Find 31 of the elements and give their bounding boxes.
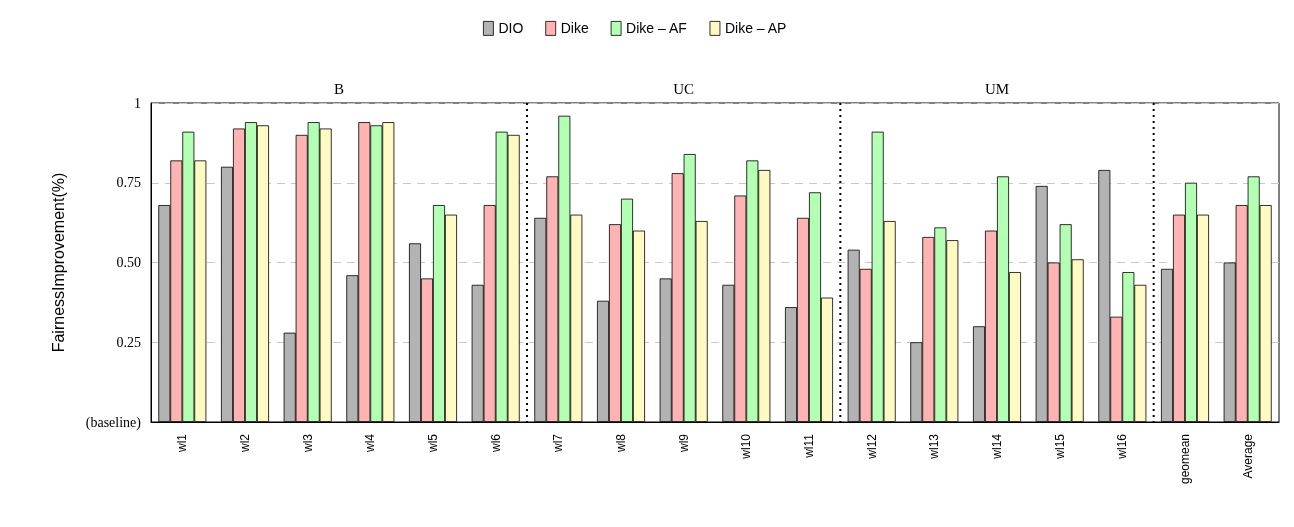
text: UC: [673, 80, 695, 97]
legend-label: Dike – AF: [626, 20, 687, 37]
text: UM: [984, 80, 1010, 97]
x-tick-label: wl2: [238, 433, 252, 454]
legend-label: DIO: [498, 20, 524, 37]
x-tick-label: wl4: [363, 433, 378, 454]
x-tick-label: wl11: [802, 433, 816, 459]
y-tick-label: (baseline): [85, 414, 142, 431]
y-tick-label: 0.75: [116, 175, 141, 191]
x-tick-label: wl7: [551, 433, 566, 454]
x-tick-label: wl3: [300, 433, 315, 454]
x-tick-label: wl13: [927, 433, 942, 460]
x-tick-label: wl9: [676, 433, 691, 454]
x-tick-label: wl5: [426, 433, 440, 454]
x-tick-label: Average: [1240, 433, 1255, 479]
y-axis-title: FairnessImprovement(%): [49, 172, 67, 353]
x-tick-label: wl6: [488, 433, 503, 454]
y-tick-label: 0.25: [116, 334, 141, 350]
x-tick-label: wl10: [739, 433, 754, 460]
x-tick-label: wl1: [175, 433, 190, 454]
x-tick-label: geomean: [1178, 434, 1192, 485]
x-tick-label: wl12: [864, 433, 879, 460]
x-tick-label: wl16: [1115, 433, 1130, 460]
x-tick-label: wl14: [990, 433, 1004, 460]
legend-label: Dike: [560, 20, 589, 37]
legend-label: Dike – AP: [724, 20, 787, 37]
x-tick-label: wl15: [1052, 433, 1067, 460]
text: B: [333, 80, 345, 97]
y-tick-label: 0.50: [116, 255, 141, 270]
y-tick-label: 1: [134, 95, 141, 111]
x-tick-label: wl8: [614, 433, 628, 454]
